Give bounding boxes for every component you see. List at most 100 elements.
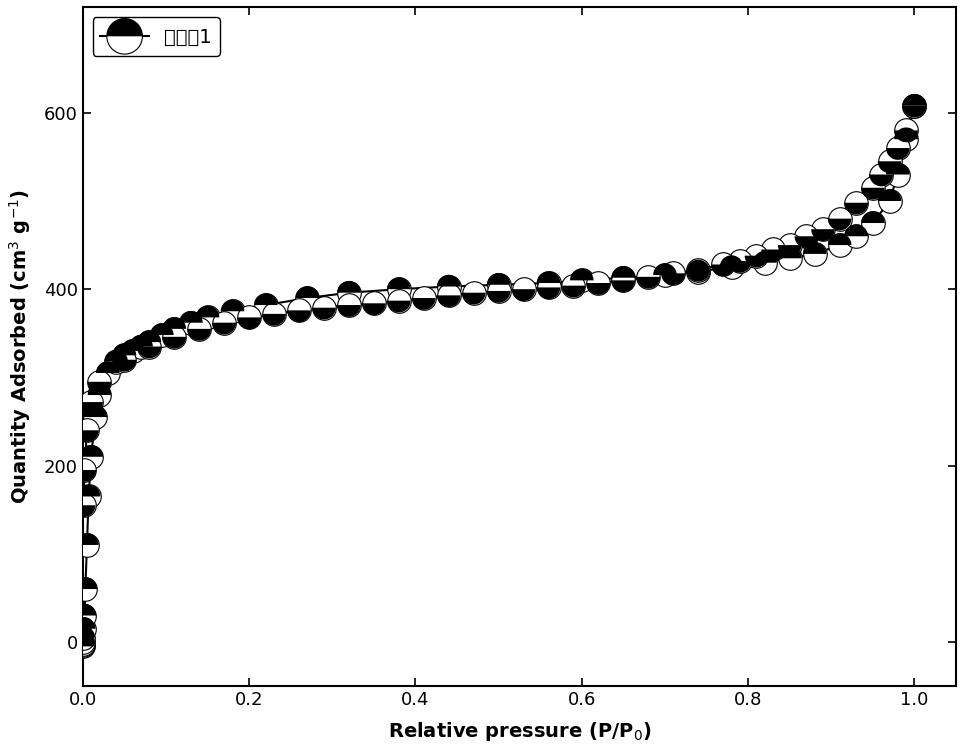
Legend: 实施例1: 实施例1: [92, 16, 220, 56]
Point: [77, 610, 92, 622]
Point: [142, 336, 157, 348]
Point: [782, 239, 797, 251]
Point: [109, 356, 124, 368]
Point: [117, 350, 132, 361]
Point: [75, 636, 91, 648]
Point: [832, 212, 847, 224]
Point: [78, 583, 93, 595]
Point: [907, 100, 923, 112]
Point: [615, 274, 631, 286]
Point: [441, 280, 456, 292]
Point: [258, 299, 273, 311]
Point: [782, 252, 797, 264]
Point: [732, 255, 747, 267]
Point: [690, 264, 706, 276]
Point: [665, 267, 681, 279]
Point: [898, 134, 914, 146]
X-axis label: Relative pressure (P/P$_0$): Relative pressure (P/P$_0$): [388, 720, 651, 743]
Point: [890, 142, 905, 154]
Point: [79, 424, 94, 436]
Point: [76, 500, 91, 512]
Point: [75, 640, 91, 652]
Point: [84, 396, 99, 408]
Point: [125, 345, 141, 357]
Point: [75, 632, 91, 644]
Point: [724, 261, 740, 273]
Point: [716, 259, 731, 271]
Point: [491, 285, 507, 297]
Point: [84, 451, 99, 463]
Point: [100, 367, 116, 379]
Point: [658, 269, 673, 281]
Point: [566, 280, 582, 292]
Point: [109, 356, 124, 368]
Point: [242, 311, 257, 323]
Point: [76, 622, 91, 634]
Point: [167, 322, 182, 334]
Point: [75, 639, 91, 651]
Point: [516, 284, 532, 296]
Point: [848, 230, 864, 242]
Point: [76, 622, 91, 634]
Point: [491, 279, 507, 291]
Point: [890, 142, 905, 154]
Point: [183, 316, 198, 328]
Point: [798, 230, 814, 242]
Point: [84, 396, 99, 408]
Point: [91, 389, 107, 401]
Point: [267, 308, 282, 320]
Point: [292, 304, 307, 316]
Point: [898, 134, 914, 146]
Point: [76, 500, 91, 512]
Point: [882, 195, 898, 207]
Point: [873, 169, 889, 181]
Point: [615, 272, 631, 284]
Point: [907, 100, 923, 112]
Point: [299, 292, 315, 304]
Point: [865, 182, 880, 194]
Point: [541, 277, 557, 289]
Point: [590, 277, 606, 289]
Point: [341, 286, 356, 298]
Point: [441, 280, 456, 292]
Point: [77, 610, 92, 622]
Point: [898, 124, 914, 136]
Point: [566, 280, 582, 292]
Point: [142, 340, 157, 352]
Point: [299, 292, 315, 304]
Point: [766, 244, 781, 256]
Point: [832, 239, 847, 251]
Point: [79, 539, 94, 551]
Point: [91, 389, 107, 401]
Point: [77, 464, 92, 476]
Point: [441, 290, 456, 302]
Point: [224, 305, 240, 317]
Point: [142, 340, 157, 352]
Point: [749, 250, 765, 262]
Point: [167, 322, 182, 334]
Point: [782, 239, 797, 251]
Point: [154, 329, 169, 341]
Point: [391, 295, 406, 307]
Point: [81, 490, 96, 502]
Point: [491, 285, 507, 297]
Point: [816, 224, 831, 236]
Point: [242, 311, 257, 323]
Point: [832, 239, 847, 251]
Point: [117, 350, 132, 361]
Point: [133, 340, 148, 352]
Point: [615, 272, 631, 284]
Point: [341, 299, 356, 311]
Point: [865, 217, 880, 229]
Y-axis label: Quantity Adsorbed (cm$^3$ g$^{-1}$): Quantity Adsorbed (cm$^3$ g$^{-1}$): [7, 189, 33, 504]
Point: [88, 411, 103, 423]
Point: [224, 305, 240, 317]
Point: [341, 286, 356, 298]
Point: [798, 230, 814, 242]
Point: [782, 252, 797, 264]
Point: [848, 196, 864, 208]
Point: [807, 248, 822, 260]
Point: [183, 316, 198, 328]
Point: [133, 340, 148, 352]
Point: [217, 316, 232, 328]
